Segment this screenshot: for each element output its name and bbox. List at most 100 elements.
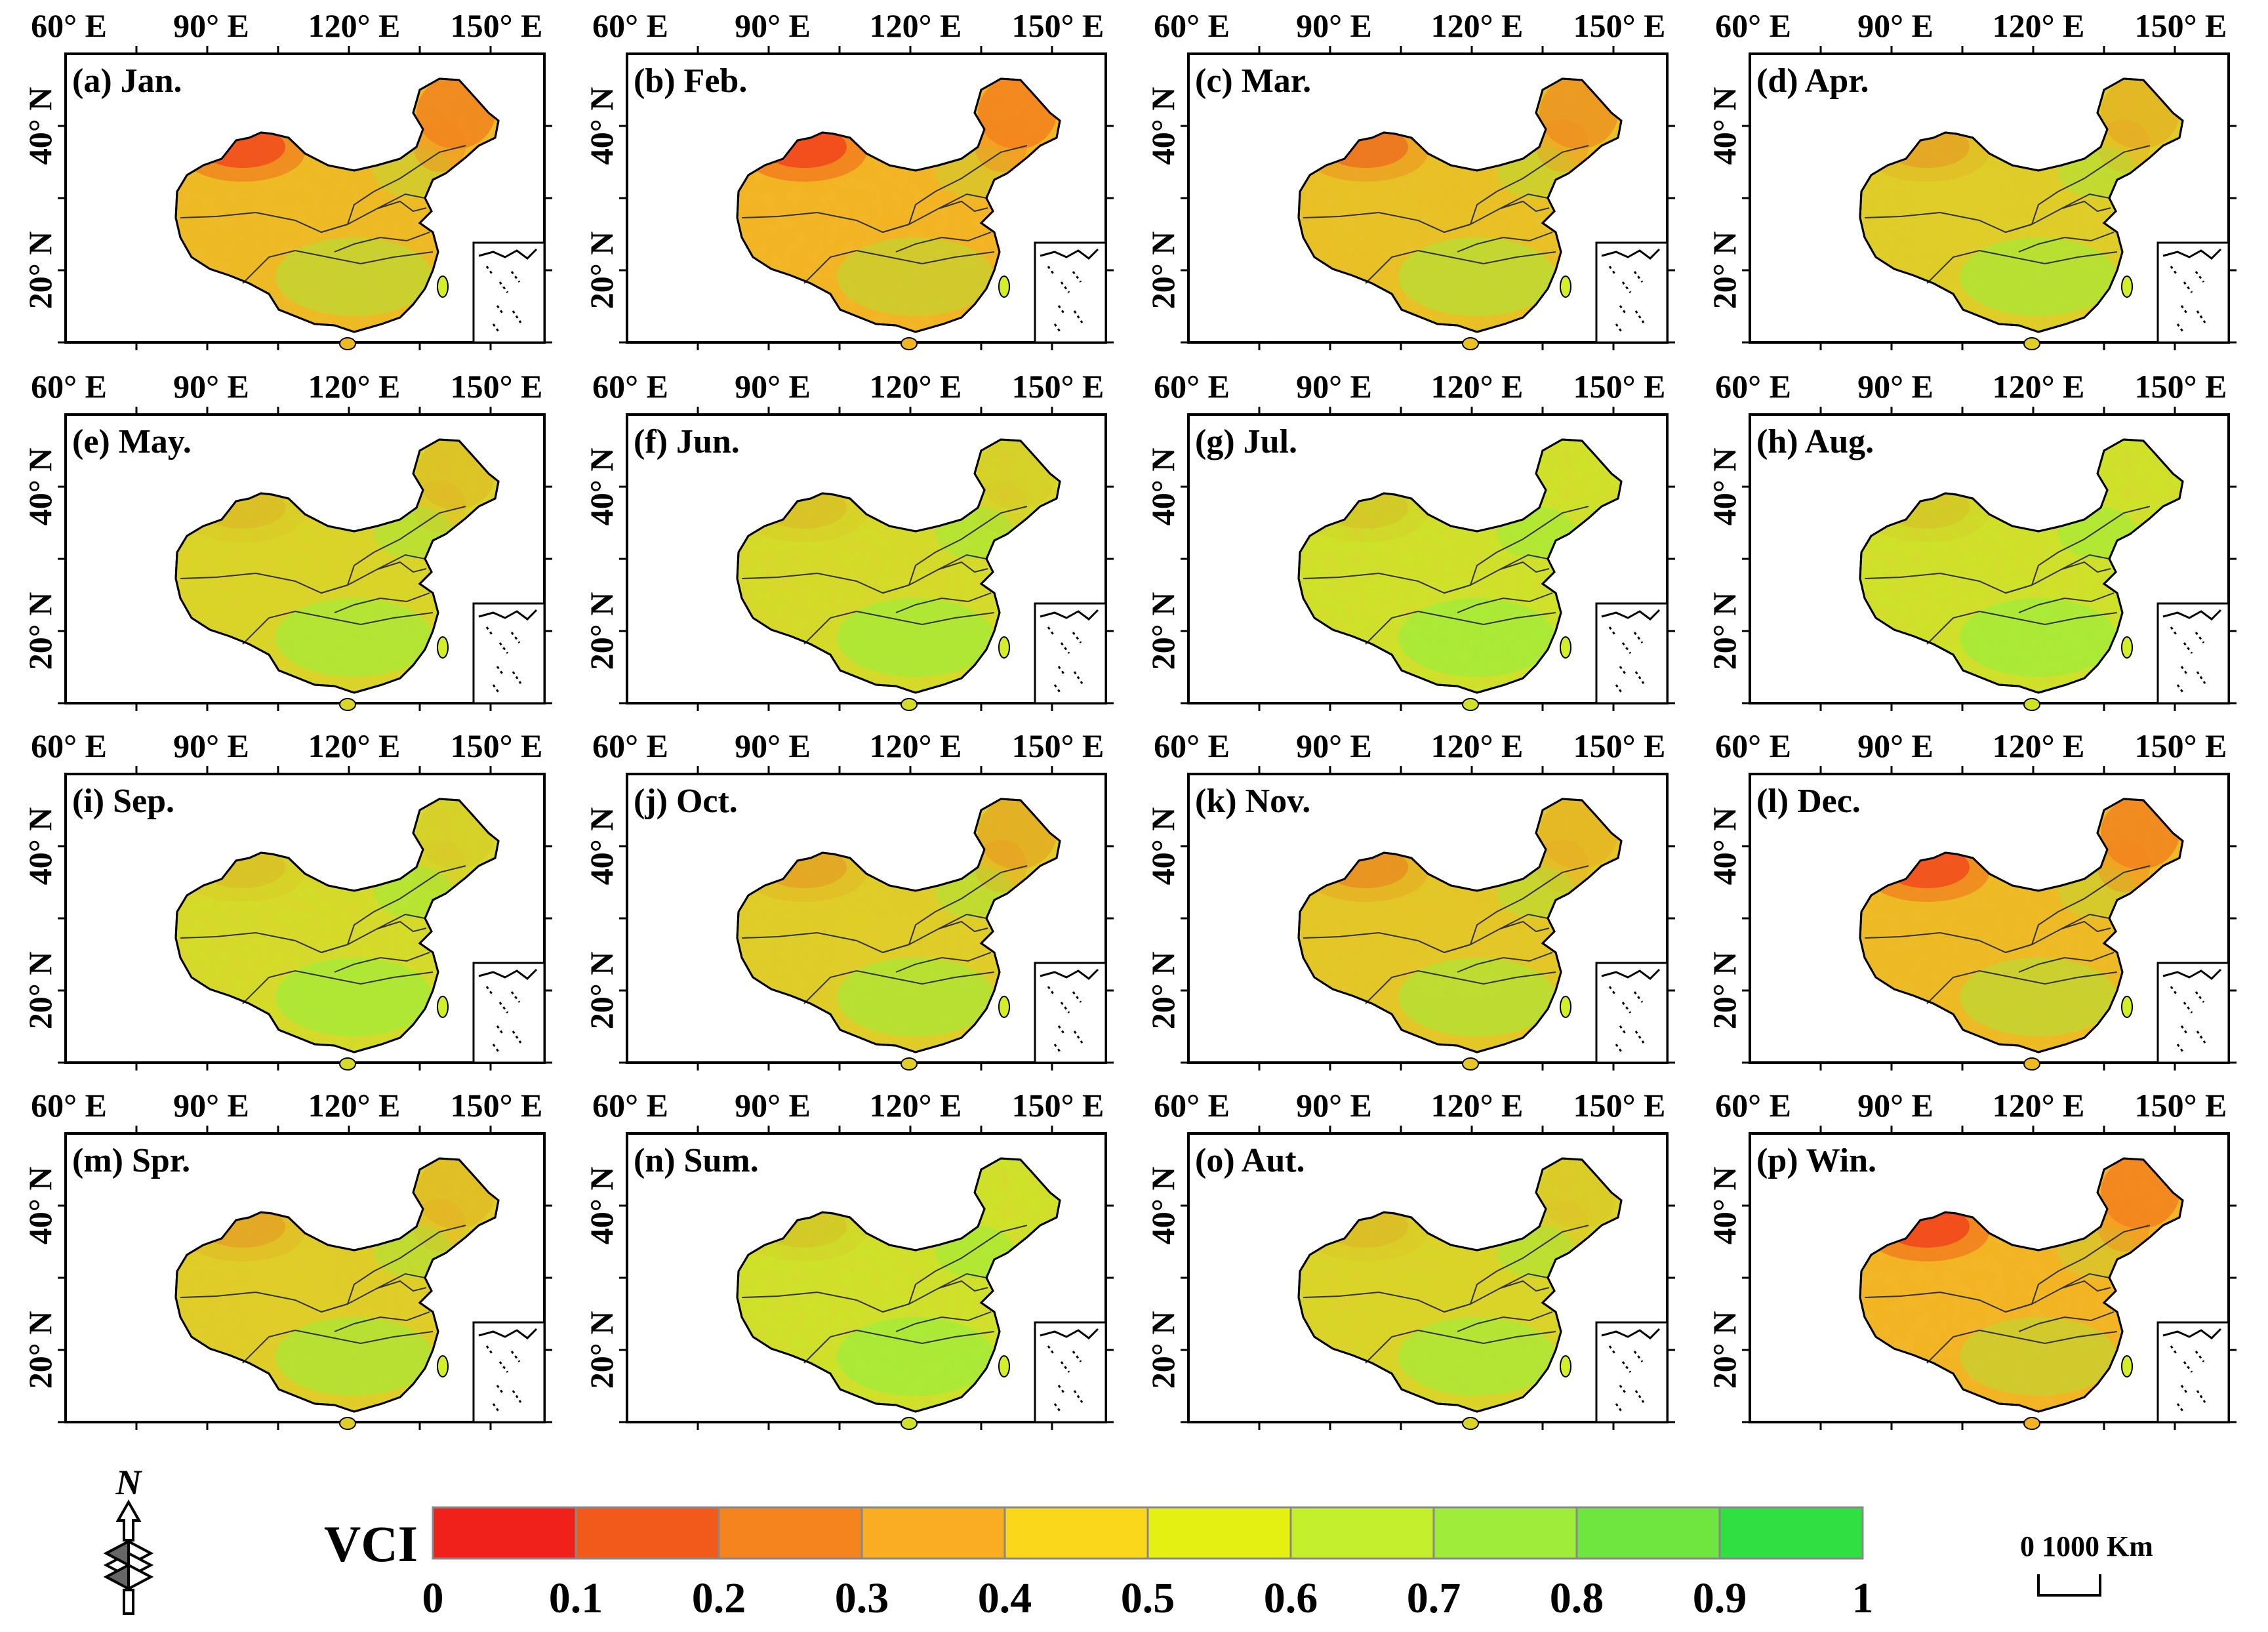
longitude-tick-label: 60° E	[1715, 727, 1791, 764]
region-boundary	[1457, 952, 1553, 973]
longitude-tick-label: 150° E	[2135, 727, 2227, 764]
legend-color-bar	[432, 1506, 1864, 1560]
legend-tick-label: 0.1	[549, 1574, 603, 1622]
longitude-tick-label: 120° E	[1993, 1087, 2085, 1124]
inset-coastline	[1040, 968, 1099, 980]
longitude-tick-label: 90° E	[735, 368, 811, 405]
legend-tick-label: 0.4	[978, 1574, 1032, 1622]
longitude-tick-label: 90° E	[173, 368, 249, 405]
region-boundary	[2031, 1225, 2151, 1305]
latitude-tick-label: 40° N	[1144, 448, 1181, 526]
longitude-tick-label: 150° E	[451, 1087, 543, 1124]
latitude-tick-label: 20° N	[1144, 232, 1181, 310]
longitude-tick-label: 150° E	[451, 727, 543, 764]
region-boundary	[1499, 920, 1550, 933]
region-boundary	[376, 561, 427, 573]
taiwan-island	[2121, 996, 2133, 1018]
china-vci-map	[174, 77, 500, 350]
region-boundary	[2061, 200, 2111, 213]
legend-tick-label: 0.7	[1407, 1574, 1461, 1622]
hainan-island	[339, 1057, 356, 1071]
vci-high-zone	[837, 958, 994, 1036]
region-boundary	[2031, 145, 2151, 225]
longitude-tick-label: 120° E	[870, 727, 962, 764]
south-china-sea-inset	[1595, 241, 1669, 344]
latitude-tick-label: 20° N	[1144, 1311, 1181, 1389]
inset-coastline	[1601, 609, 1661, 621]
inset-island-dashes	[2170, 626, 2206, 695]
vci-anomaly-layer	[1299, 799, 1621, 1052]
longitude-tick-label: 60° E	[592, 368, 668, 405]
latitude-tick-label: 20° N	[1706, 952, 1743, 1030]
longitude-tick-label: 120° E	[1993, 727, 2085, 764]
panel-label: (m) Spr.	[72, 1142, 190, 1179]
hainan-island	[339, 337, 356, 350]
hainan-island	[1462, 1417, 1479, 1430]
inset-island-dashes	[1608, 626, 1645, 695]
legend-color-box	[861, 1506, 1006, 1560]
inset-frame	[1034, 241, 1107, 344]
latitude-tick-label: 40° N	[22, 448, 58, 526]
panel-label: (i) Sep.	[72, 783, 174, 820]
vci-legend: VCI 0 0.1 0.2 0.3 0.4 0.5 0.6 0.7 0.8 0.9 1	[324, 1506, 1874, 1622]
latitude-tick-label: 40° N	[583, 448, 620, 526]
vci-low-zone	[1536, 840, 1589, 892]
china-border	[736, 77, 1061, 333]
legend-color-box	[1575, 1506, 1721, 1560]
inset-frame	[472, 602, 546, 704]
china-vci-map	[1297, 798, 1623, 1071]
longitude-tick-label: 90° E	[1857, 7, 1934, 44]
vci-low-zone	[1536, 119, 1589, 172]
latitude-tick-label: 40° N	[1706, 1167, 1743, 1245]
scale-bar-icon	[2037, 1574, 2101, 1597]
longitude-tick-label: 90° E	[735, 727, 811, 764]
panel-label: (f) Jun.	[634, 423, 740, 460]
region-boundary	[347, 506, 466, 586]
longitude-tick-label: 90° E	[173, 1087, 249, 1124]
china-vci-map	[1297, 1157, 1623, 1430]
latitude-tick-label: 40° N	[1706, 87, 1743, 165]
region-boundary	[938, 920, 988, 933]
longitude-tick-label: 60° E	[1154, 7, 1230, 44]
longitude-tick-label: 150° E	[2135, 1087, 2227, 1124]
panel-label: (b) Feb.	[634, 62, 747, 100]
china-border	[174, 1157, 500, 1413]
map-panel: 60° E 90° E 120° E 150° E 40° N 20° N (i) Sep.	[22, 727, 552, 1071]
inset-coastline	[1601, 1328, 1661, 1339]
longitude-tick-label: 90° E	[1857, 1087, 1934, 1124]
map-panel: 60° E 90° E 120° E 150° E 40° N 20° N (f) Jun.	[583, 368, 1114, 711]
region-boundary	[334, 232, 430, 253]
vci-low-zone	[975, 480, 1027, 533]
panel-label: (k) Nov.	[1195, 783, 1310, 820]
latitude-tick-label: 40° N	[22, 87, 58, 165]
latitude-tick-label: 20° N	[22, 952, 58, 1030]
region-boundary	[347, 145, 466, 225]
map-panel: 60° E 90° E 120° E 150° E 40° N 20° N (d) Apr.	[1706, 7, 2237, 350]
map-panel: 60° E 90° E 120° E 150° E 40° N 20° N (e) May.	[22, 368, 552, 711]
inset-island-dashes	[1608, 1345, 1645, 1414]
region-boundary	[803, 249, 995, 284]
south-china-sea-inset	[2157, 1321, 2230, 1423]
latitude-tick-label: 20° N	[22, 1311, 58, 1389]
region-boundary	[1365, 610, 1556, 645]
latitude-tick-label: 20° N	[1706, 232, 1743, 310]
longitude-tick-label: 90° E	[1857, 727, 1934, 764]
legend-tick-label: 1	[1852, 1574, 1874, 1622]
longitude-tick-label: 120° E	[1431, 1087, 1524, 1124]
region-boundary	[334, 1311, 430, 1332]
hainan-island	[1462, 337, 1479, 350]
panel-label: (e) May.	[72, 423, 192, 460]
region-boundary	[1457, 1311, 1553, 1332]
region-boundary	[2061, 561, 2111, 573]
region-boundary	[895, 592, 992, 613]
taiwan-island	[998, 636, 1010, 659]
taiwan-island	[437, 636, 449, 659]
inset-coastline	[478, 968, 538, 980]
vci-high-zone	[275, 958, 433, 1036]
region-boundary	[895, 232, 992, 253]
vci-high-zone	[837, 237, 994, 316]
vci-high-zone	[1960, 237, 2117, 316]
longitude-tick-label: 120° E	[1431, 727, 1524, 764]
region-boundary	[2061, 920, 2111, 933]
longitude-tick-label: 150° E	[1012, 727, 1104, 764]
